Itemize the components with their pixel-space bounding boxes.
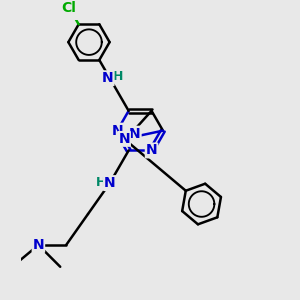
Text: N: N bbox=[129, 127, 141, 141]
Text: N: N bbox=[104, 176, 116, 190]
Text: H: H bbox=[113, 70, 124, 83]
Text: N: N bbox=[33, 238, 44, 252]
Text: N: N bbox=[146, 143, 157, 158]
Text: H: H bbox=[96, 176, 106, 189]
Text: N: N bbox=[118, 132, 130, 146]
Text: N: N bbox=[102, 71, 114, 85]
Text: Cl: Cl bbox=[62, 1, 76, 15]
Text: N: N bbox=[111, 124, 123, 138]
